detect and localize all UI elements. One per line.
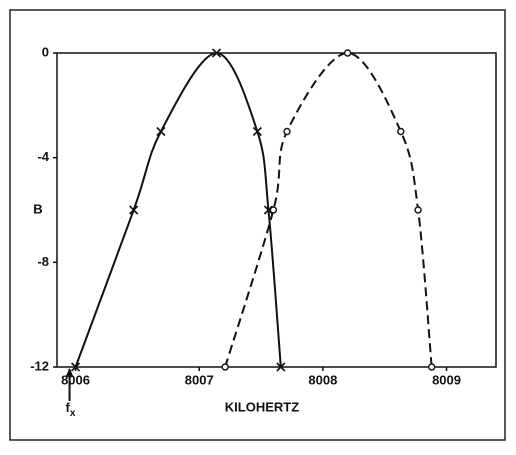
marker-x (276, 362, 286, 372)
frame (9, 9, 506, 441)
marker-x (252, 126, 262, 137)
x-axis-label: KILOHERTZ (225, 399, 299, 414)
annotation-main: f (66, 400, 71, 415)
annotation-sub: x (70, 408, 76, 419)
marker-o (414, 206, 422, 214)
marker-x (129, 205, 139, 215)
marker-x (211, 48, 222, 58)
marker-o (427, 363, 436, 371)
plot-area (56, 52, 497, 368)
x-tick-label: 8007 (185, 372, 214, 387)
marker-x (156, 126, 166, 137)
marker-o (397, 127, 405, 136)
marker-x (70, 362, 81, 372)
marker-o (283, 127, 291, 136)
y-tick-label: -4 (37, 149, 49, 164)
series-line (74, 51, 282, 368)
x-tick-label: 8008 (308, 372, 337, 387)
y-axis-label: B (33, 201, 42, 216)
series-line (224, 51, 433, 368)
x-tick-label: 8006 (61, 372, 90, 387)
y-tick-label: -12 (30, 358, 49, 373)
y-tick-label: -8 (37, 254, 49, 269)
annotation: fx (66, 400, 76, 418)
annotation-arrowhead (65, 368, 74, 377)
x-tick-label: 8009 (432, 372, 461, 387)
y-tick-label: 0 (42, 44, 49, 59)
marker-o (343, 49, 352, 57)
marker-o (221, 363, 229, 371)
marker-o (269, 206, 278, 214)
